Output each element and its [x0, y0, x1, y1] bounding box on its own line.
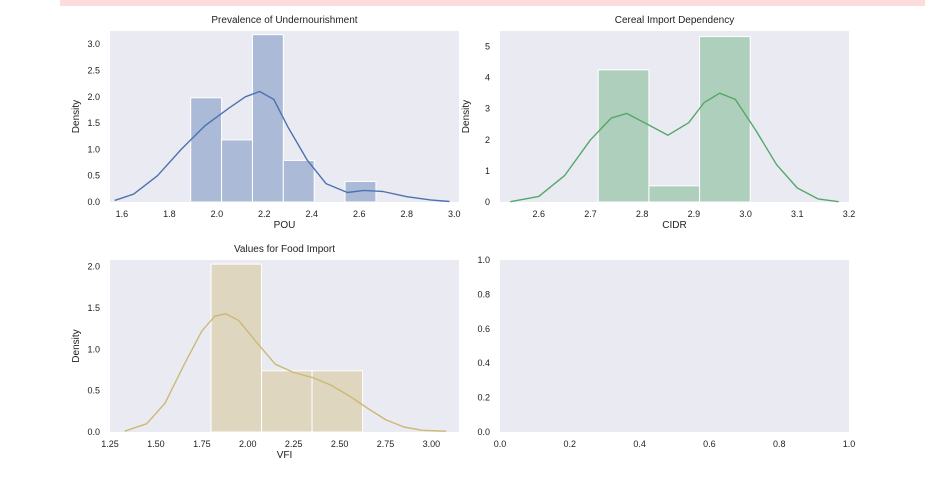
y-tick-label: 1.0 — [477, 255, 490, 265]
y-tick-label: 0.5 — [87, 386, 100, 396]
y-tick-label: 2 — [485, 135, 490, 145]
y-tick-label: 0.8 — [477, 289, 490, 299]
y-axis-label: Density — [461, 100, 472, 133]
x-tick-label: 1.25 — [101, 439, 119, 449]
x-tick-label: 0.4 — [633, 439, 646, 449]
y-tick-label: 0.4 — [477, 358, 490, 368]
chart-panel-4: 0.0 0.2 0.4 0.6 0.8 1.0 0.0 0.2 0.4 0.6 0.8 1.0 — [477, 255, 855, 449]
warning-band — [60, 0, 925, 6]
y-tick-label: 3.0 — [87, 39, 100, 49]
x-tick-label: 2.8 — [401, 209, 414, 219]
x-tick-label: 2.75 — [377, 439, 395, 449]
y-tick-label: 0 — [485, 197, 490, 207]
x-axis-label: POU — [274, 220, 296, 231]
plot-area — [500, 31, 849, 202]
y-tick-label: 4 — [485, 73, 490, 83]
histogram-bar — [282, 159, 315, 203]
plot-area — [500, 260, 849, 432]
y-tick-label: 2.0 — [87, 262, 100, 272]
x-tick-label: 2.0 — [211, 209, 224, 219]
x-tick-label: 2.6 — [353, 209, 366, 219]
x-tick-label: 2.7 — [584, 209, 597, 219]
x-tick-label: 1.75 — [193, 439, 211, 449]
x-tick-label: 3.0 — [739, 209, 752, 219]
y-tick-label: 1.5 — [87, 303, 100, 313]
kde-curve — [124, 313, 447, 432]
x-tick-label: 0.8 — [773, 439, 786, 449]
x-tick-label: 1.6 — [116, 209, 129, 219]
y-tick-label: 1.0 — [87, 344, 100, 354]
x-axis-label: VFI — [277, 450, 293, 461]
x-tick-label: 3.0 — [448, 209, 461, 219]
histogram-bar — [251, 34, 284, 203]
chart-panel-3: Values for Food Import 1.25 1.50 1.75 2.00 2.… — [71, 244, 459, 461]
x-tick-label: 2.4 — [306, 209, 319, 219]
y-tick-label: 1.5 — [87, 118, 100, 128]
y-tick-label: 0.6 — [477, 324, 490, 334]
y-tick-label: 3 — [485, 104, 490, 114]
x-tick-label: 2.25 — [285, 439, 303, 449]
x-tick-label: 3.2 — [843, 209, 856, 219]
plot-area — [110, 31, 459, 202]
chart-title: Cereal Import Dependency — [615, 15, 735, 26]
histogram-bar — [648, 185, 701, 203]
x-tick-label: 1.50 — [147, 439, 165, 449]
y-tick-label: 5 — [485, 42, 490, 52]
x-tick-label: 2.9 — [688, 209, 701, 219]
x-tick-label: 2.00 — [239, 439, 257, 449]
y-tick-label: 0.5 — [87, 171, 100, 181]
y-axis-label: Density — [71, 329, 82, 362]
y-tick-label: 0.2 — [477, 393, 490, 403]
y-tick-label: 0.0 — [477, 427, 490, 437]
kde-curve — [114, 90, 450, 203]
x-tick-label: 1.8 — [163, 209, 176, 219]
kde-curve — [510, 92, 839, 203]
x-tick-label: 2.2 — [258, 209, 271, 219]
y-tick-label: 2.0 — [87, 92, 100, 102]
x-tick-label: 0.2 — [564, 439, 577, 449]
y-tick-label: 1.0 — [87, 144, 100, 154]
y-tick-label: 0.0 — [87, 427, 100, 437]
chart-title: Values for Food Import — [234, 244, 335, 255]
x-tick-label: 3.00 — [423, 439, 441, 449]
x-tick-label: 1.0 — [843, 439, 856, 449]
histogram-bar — [261, 370, 313, 433]
x-tick-label: 2.8 — [636, 209, 649, 219]
histogram-bar — [190, 97, 223, 203]
chart-panel-1: Prevalence of Undernourishment 1.6 1.8 2.0 2… — [71, 15, 461, 231]
y-tick-label: 0.0 — [87, 197, 100, 207]
x-tick-label: 0.6 — [703, 439, 716, 449]
plot-area — [110, 260, 459, 432]
y-axis-label: Density — [71, 100, 82, 133]
x-tick-label: 2.6 — [533, 209, 546, 219]
x-tick-label: 2.50 — [331, 439, 349, 449]
y-tick-label: 2.5 — [87, 65, 100, 75]
y-tick-label: 1 — [485, 166, 490, 176]
histogram-bar — [221, 139, 253, 203]
x-tick-label: 3.1 — [791, 209, 804, 219]
chart-panel-2: Cereal Import Dependency 2.6 2.7 2.8 2.9 3.0 3… — [461, 15, 855, 231]
histogram-bar — [699, 36, 751, 203]
histogram-bar — [210, 263, 263, 433]
chart-title: Prevalence of Undernourishment — [211, 15, 357, 26]
x-axis-label: CIDR — [662, 220, 686, 231]
histogram-bar — [597, 69, 650, 203]
x-tick-label: 0.0 — [494, 439, 507, 449]
